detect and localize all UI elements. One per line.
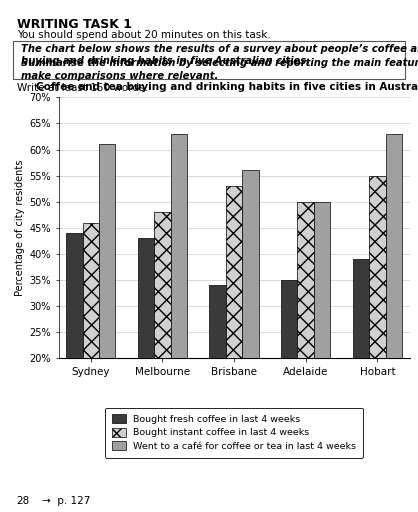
Bar: [138, 238, 154, 463]
Bar: [66, 233, 82, 463]
Bar: [242, 170, 259, 463]
Bar: [99, 144, 115, 463]
Bar: [226, 186, 242, 463]
Bar: [209, 285, 226, 463]
Bar: [82, 223, 99, 463]
Bar: [369, 176, 386, 463]
Bar: [154, 212, 171, 463]
Text: →  p. 127: → p. 127: [42, 496, 90, 506]
Bar: [386, 134, 402, 463]
Bar: [314, 202, 331, 463]
Text: The chart below shows the results of a survey about people’s coffee and tea
buyi: The chart below shows the results of a s…: [21, 44, 418, 66]
Bar: [281, 280, 298, 463]
Text: You should spend about 20 minutes on this task.: You should spend about 20 minutes on thi…: [17, 30, 270, 40]
Text: WRITING TASK 1: WRITING TASK 1: [17, 18, 132, 31]
Title: Coffee and tea buying and drinking habits in five cities in Australia: Coffee and tea buying and drinking habit…: [36, 82, 418, 92]
Legend: Bought fresh coffee in last 4 weeks, Bought instant coffee in last 4 weeks, Went: Bought fresh coffee in last 4 weeks, Bou…: [105, 408, 363, 458]
Bar: [298, 202, 314, 463]
Text: Write at least 150 words.: Write at least 150 words.: [17, 83, 148, 93]
Bar: [353, 259, 369, 463]
Text: Summarise the information by selecting and reporting the main features, and
make: Summarise the information by selecting a…: [21, 58, 418, 81]
Y-axis label: Percentage of city residents: Percentage of city residents: [15, 160, 25, 296]
Bar: [171, 134, 187, 463]
Text: 28: 28: [17, 496, 30, 506]
